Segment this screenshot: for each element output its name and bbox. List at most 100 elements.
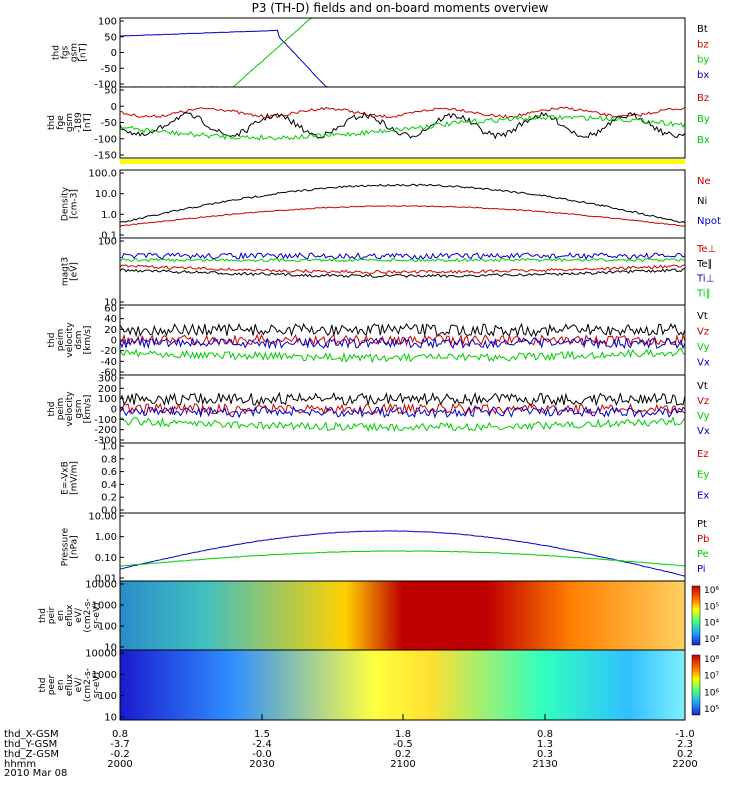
y-axis-label: [eV] [70, 262, 80, 281]
y-tick-label: 0.10 [95, 553, 117, 564]
panel-frame [119, 17, 686, 88]
panel-4: Te⊥ Te∥ Ti⊥ Ti∥ 100 10 magt3 [eV] [61, 237, 717, 309]
y-axis-label: gsm [70, 43, 80, 62]
y-tick-label: 10 [104, 298, 117, 309]
panel-frame [119, 169, 686, 239]
series-te-par [119, 268, 686, 278]
colorbar [691, 585, 701, 646]
y-axis-label: [km/s] [83, 326, 93, 355]
legend-entry: Vz [697, 327, 709, 338]
spectrogram [120, 650, 685, 720]
y-tick-label: 10.0 [95, 189, 117, 200]
y-axis-label: [nPa] [70, 535, 80, 558]
y-tick-label: 60 [104, 304, 117, 315]
x-axis-annotation: thd_X-GSM 0.8 1.5 1.8 0.8 -1.0 thd_Y-GSM -3.7 -2… [4, 714, 698, 770]
colorbar-tick-label: 10⁵ [704, 602, 719, 612]
y-axis-label: peir [47, 606, 57, 624]
legend-entry: Ti∥ [696, 288, 711, 299]
y-tick-label: 200 [98, 384, 117, 395]
y-tick-label: 100 [98, 17, 117, 28]
colorbar-tick-label: 10⁵ [704, 705, 719, 715]
y-tick-label: 10 [104, 713, 117, 724]
y-tick-label: 0.01 [95, 574, 117, 585]
y-tick-label: 0 [111, 405, 117, 416]
series-ti-par [119, 257, 686, 263]
series-ti-perp [119, 251, 686, 261]
legend-entry: Vx [697, 426, 710, 437]
x-row-value: -0.5 [393, 739, 413, 750]
x-row-value: 0.8 [537, 729, 553, 740]
y-axis-label: eflux [65, 673, 75, 696]
y-tick-label: 1.00 [95, 532, 117, 543]
series-ni [119, 183, 686, 224]
y-tick-label: 50 [104, 32, 117, 43]
y-axis-label: thd [38, 678, 48, 693]
y-axis-label: eflux [65, 604, 75, 627]
panel-10: 10⁸ 10⁷ 10⁶ 10⁵ 10000 1000 100 10 thd peer en eflux… [38, 649, 719, 724]
panel-frame [119, 86, 686, 159]
x-row-value: 2030 [249, 759, 274, 770]
panel-2: Bz By Bx 50 0 -50 -100 -150 thd fge gsm -189 [nT] [47, 86, 710, 162]
y-axis-label: [cm-3] [70, 189, 80, 219]
y-tick-label: 0 [111, 336, 117, 347]
x-row-value: 1.5 [254, 729, 270, 740]
legend-entry: Bx [697, 135, 710, 146]
x-row-value: -1.0 [675, 729, 695, 740]
colorbar-tick-label: 10⁶ [704, 688, 719, 698]
panel-8: Pt Pb Pe Pi 10.00 1.00 0.10 0.01 Pressure [nPa] [61, 512, 710, 585]
y-axis-label: fge [56, 115, 66, 130]
y-tick-label: 10000 [85, 580, 117, 591]
y-axis-label: eV/ [74, 607, 84, 623]
y-axis-label: thd [52, 45, 62, 60]
x-row-value: 2200 [672, 759, 697, 770]
y-tick-label: -100 [94, 80, 117, 91]
y-tick-label: 100 [98, 237, 117, 248]
y-tick-label: -50 [101, 64, 117, 75]
y-axis-label: dsm [74, 330, 84, 349]
y-tick-label: 10.00 [88, 512, 117, 523]
y-axis-label: thd [47, 115, 57, 130]
y-tick-label: -60 [101, 368, 117, 379]
y-tick-label: 50 [104, 86, 117, 97]
x-row-value: -0.2 [110, 749, 130, 760]
y-tick-label: 1.0 [101, 442, 117, 453]
y-axis-label: velocity [65, 322, 75, 358]
y-tick-label: -20 [101, 346, 117, 357]
y-axis-label: en [56, 610, 66, 621]
series-by [119, 114, 686, 141]
y-tick-label: 0 [111, 48, 117, 59]
x-row-value: -3.7 [110, 739, 130, 750]
y-axis-label: E=-VxB [61, 461, 71, 495]
y-tick-label: 1000 [92, 670, 117, 681]
x-row-value: 2.3 [677, 739, 693, 750]
colorbar-tick-label: 10³ [704, 635, 719, 645]
y-axis-label: fgs [61, 45, 71, 59]
y-axis-label: sr-eV) [92, 602, 102, 628]
series-bx [119, 29, 685, 88]
panel-9: 10⁶ 10⁵ 10⁴ 10³ 10000 1000 100 10 thd peir en eflux… [38, 580, 719, 654]
figure-title: P3 (TH-D) fields and on-board moments ov… [252, 1, 549, 15]
legend-entry: Vy [697, 411, 710, 422]
legend-entry: Vt [697, 311, 708, 322]
legend-entry: Bz [697, 93, 709, 104]
series-vz [119, 333, 686, 347]
y-axis-label: eV/ [74, 677, 84, 693]
series-vy [119, 416, 686, 432]
x-row-label: thd_Y-GSM [4, 739, 57, 750]
date-label: 2010 Mar 08 [4, 768, 67, 779]
y-tick-label: 0.1 [101, 231, 117, 242]
x-row-value: -2.4 [252, 739, 272, 750]
y-tick-label: 0 [111, 102, 117, 113]
colorbar-tick-label: 10⁸ [704, 655, 719, 665]
legend-entry: By [697, 114, 710, 125]
legend-entry: Ti⊥ [696, 274, 714, 285]
y-tick-label: 100 [98, 691, 117, 702]
legend-entry: Npot [697, 216, 721, 227]
series-vx [119, 405, 686, 419]
series-pe [119, 550, 686, 567]
series-pi [119, 530, 686, 577]
y-tick-label: -100 [94, 415, 117, 426]
x-row-value: 0.8 [112, 729, 128, 740]
